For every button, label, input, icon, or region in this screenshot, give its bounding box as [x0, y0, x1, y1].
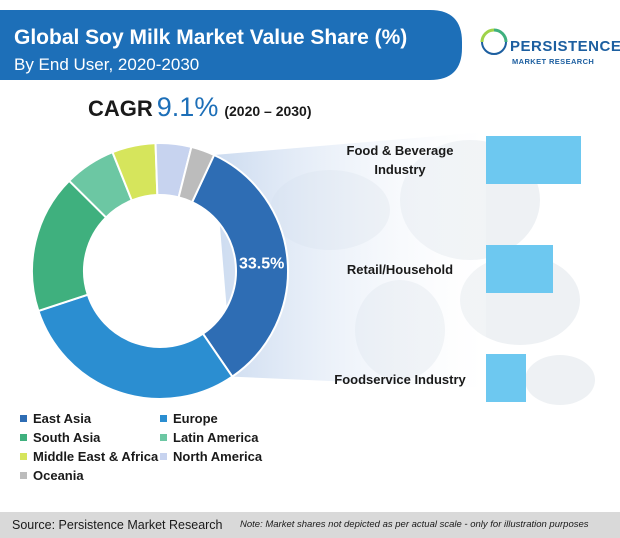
legend-label: Middle East & Africa	[33, 449, 159, 464]
legend-item: East Asia	[20, 411, 91, 426]
cagr-value: 9.1%	[156, 92, 219, 122]
legend-swatch	[20, 415, 27, 422]
legend-swatch	[160, 434, 167, 441]
donut-data-label: 33.5%	[239, 256, 284, 273]
legend-swatch	[160, 415, 167, 422]
legend-label: North America	[173, 449, 263, 464]
legend-label: Latin America	[173, 430, 259, 445]
bar-category-label: Foodservice Industry	[334, 372, 466, 387]
legend-label: East Asia	[33, 411, 92, 426]
bar-category-label: Retail/Household	[347, 262, 453, 277]
logo-wordmark: PERSISTENCE	[510, 38, 620, 55]
logo-subtitle: MARKET RESEARCH	[512, 57, 595, 66]
donut-chart: 33.5%	[31, 142, 289, 400]
persistence-logo: PERSISTENCE MARKET RESEARCH	[480, 22, 620, 72]
bar-food-beverage-industry	[486, 136, 581, 184]
legend-swatch	[20, 453, 27, 460]
legend-swatch	[160, 453, 167, 460]
map-landmass	[525, 355, 595, 405]
highlight-fan	[214, 132, 486, 388]
footer-note: Note: Market shares not depicted as per …	[240, 519, 589, 530]
cagr-label: CAGR	[88, 96, 153, 121]
legend-item: Latin America	[160, 430, 259, 445]
legend-swatch	[20, 472, 27, 479]
legend-label: Oceania	[33, 468, 84, 483]
bar-foodservice-industry	[486, 354, 526, 402]
header-banner: Global Soy Milk Market Value Share (%) B…	[0, 10, 462, 80]
persistence-logo-icon	[480, 28, 508, 55]
chart-canvas: 33.5% Food & Beverage Industry Retail/Hous…	[31, 132, 595, 405]
bar-category-label: Food & Beverage Industry	[347, 143, 454, 177]
legend-item: Europe	[160, 411, 218, 426]
chart-subtitle: By End User, 2020-2030	[14, 55, 200, 74]
legend-item: North America	[160, 449, 262, 464]
legend-label: Europe	[173, 411, 218, 426]
footer: Source: Persistence Market Research Note…	[0, 512, 620, 538]
legend-item: Middle East & Africa	[20, 449, 158, 464]
legend-label: South Asia	[33, 430, 101, 445]
donut-slice-east-asia	[190, 153, 289, 379]
cagr-callout: CAGR 9.1% (2020 – 2030)	[88, 92, 312, 123]
legend-item: South Asia	[20, 430, 100, 445]
chart-title: Global Soy Milk Market Value Share (%)	[14, 26, 408, 49]
cagr-period: (2020 – 2030)	[224, 103, 312, 119]
donut-slice-europe	[37, 293, 234, 400]
bar-retail-household	[486, 245, 553, 293]
legend-item: Oceania	[20, 468, 84, 483]
bar-chart: Food & Beverage Industry Retail/Household F…	[334, 136, 581, 402]
header-banner-shape	[0, 10, 462, 80]
donut-slice-oceania	[177, 145, 216, 204]
footer-source: Source: Persistence Market Research	[12, 518, 223, 532]
legend-swatch	[20, 434, 27, 441]
